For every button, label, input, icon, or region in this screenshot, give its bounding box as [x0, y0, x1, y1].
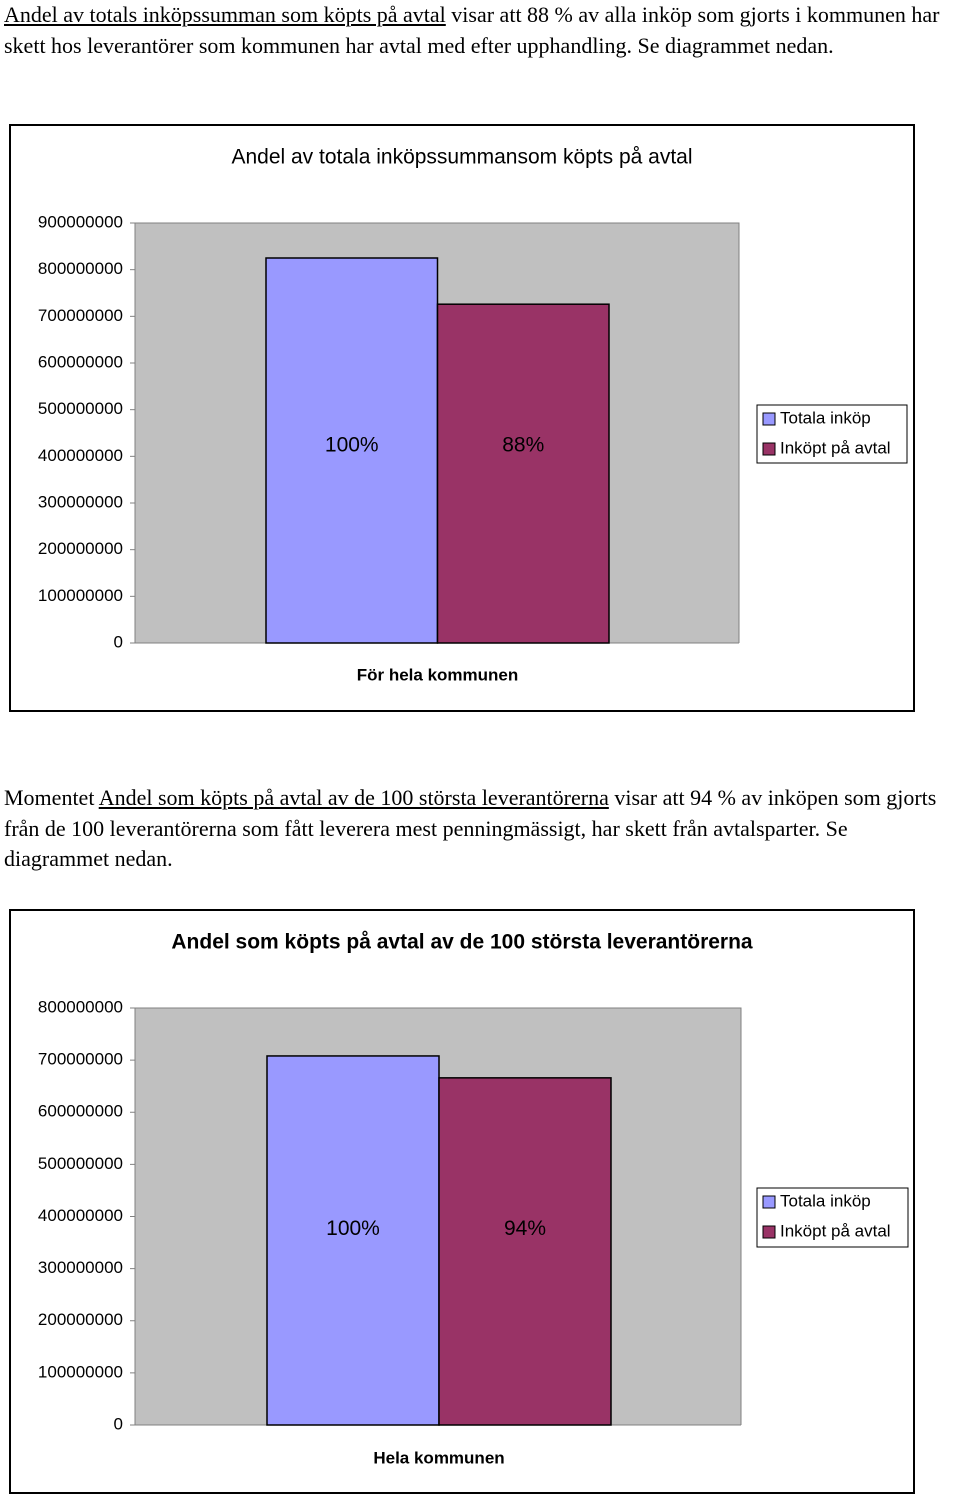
plot-border — [135, 222, 740, 643]
y-tick-label: 300000000 — [38, 492, 123, 511]
link-text: Andel av totals inköpssumman som köpts p… — [4, 2, 446, 27]
legend-label: Totala inköp — [780, 408, 871, 427]
x-tick-label: Hela kommunen — [373, 1448, 504, 1467]
y-tick-label: 900000000 — [38, 212, 123, 231]
legend-swatch — [762, 1225, 776, 1239]
y-tick-label: 400000000 — [38, 446, 123, 465]
legend-swatch — [762, 412, 776, 426]
y-tick-label: 200000000 — [38, 1310, 123, 1329]
bar-annotation: 94% — [504, 1217, 546, 1240]
paragraph: Momentet Andel som köpts på avtal av de … — [4, 783, 956, 875]
legend-swatch — [762, 442, 776, 456]
y-tick-label: 800000000 — [38, 259, 123, 278]
paragraph: Andel av totals inköpssumman som köpts p… — [4, 0, 956, 61]
bar — [266, 1055, 440, 1426]
text: visar att 88 % av alla inköp som gjorts … — [4, 2, 945, 58]
y-tick-label: 100000000 — [38, 1362, 123, 1381]
y-tick-label: 700000000 — [38, 1050, 123, 1069]
y-tick-label: 100000000 — [38, 586, 123, 605]
text: Momentet — [4, 785, 99, 810]
legend-label: Inköpt på avtal — [780, 438, 891, 457]
y-tick-label: 0 — [114, 1414, 123, 1433]
legend-box — [756, 404, 908, 464]
bar-annotation: 100% — [326, 1217, 380, 1240]
chart-title: Andel som köpts på avtal av de 100 störs… — [171, 931, 753, 954]
y-tick-label: 600000000 — [38, 1102, 123, 1121]
plot-border — [135, 1007, 742, 1425]
bar-annotation: 100% — [325, 434, 379, 457]
text: visar att 94 % av inköpen som gjorts frå… — [4, 785, 942, 871]
chart-title: Andel av totala inköpssummansom köpts på… — [231, 146, 692, 169]
legend-box — [756, 1187, 909, 1248]
bar — [265, 257, 439, 644]
y-tick-label: 400000000 — [38, 1206, 123, 1225]
y-tick-label: 200000000 — [38, 539, 123, 558]
y-tick-label: 600000000 — [38, 352, 123, 371]
y-tick-label: 0 — [114, 632, 123, 651]
x-tick-label: För hela kommunen — [357, 665, 519, 684]
legend-label: Totala inköp — [780, 1191, 871, 1210]
bar — [438, 1077, 612, 1426]
y-tick-label: 300000000 — [38, 1258, 123, 1277]
link-text: Andel som köpts på avtal av de 100 störs… — [98, 785, 609, 810]
y-tick-label: 700000000 — [38, 306, 123, 325]
legend-swatch — [762, 1195, 776, 1209]
legend-label: Inköpt på avtal — [780, 1221, 891, 1240]
y-tick-label: 800000000 — [38, 997, 123, 1016]
y-tick-label: 500000000 — [38, 399, 123, 418]
bar-annotation: 88% — [502, 434, 544, 457]
bar — [436, 303, 610, 644]
y-tick-label: 500000000 — [38, 1154, 123, 1173]
